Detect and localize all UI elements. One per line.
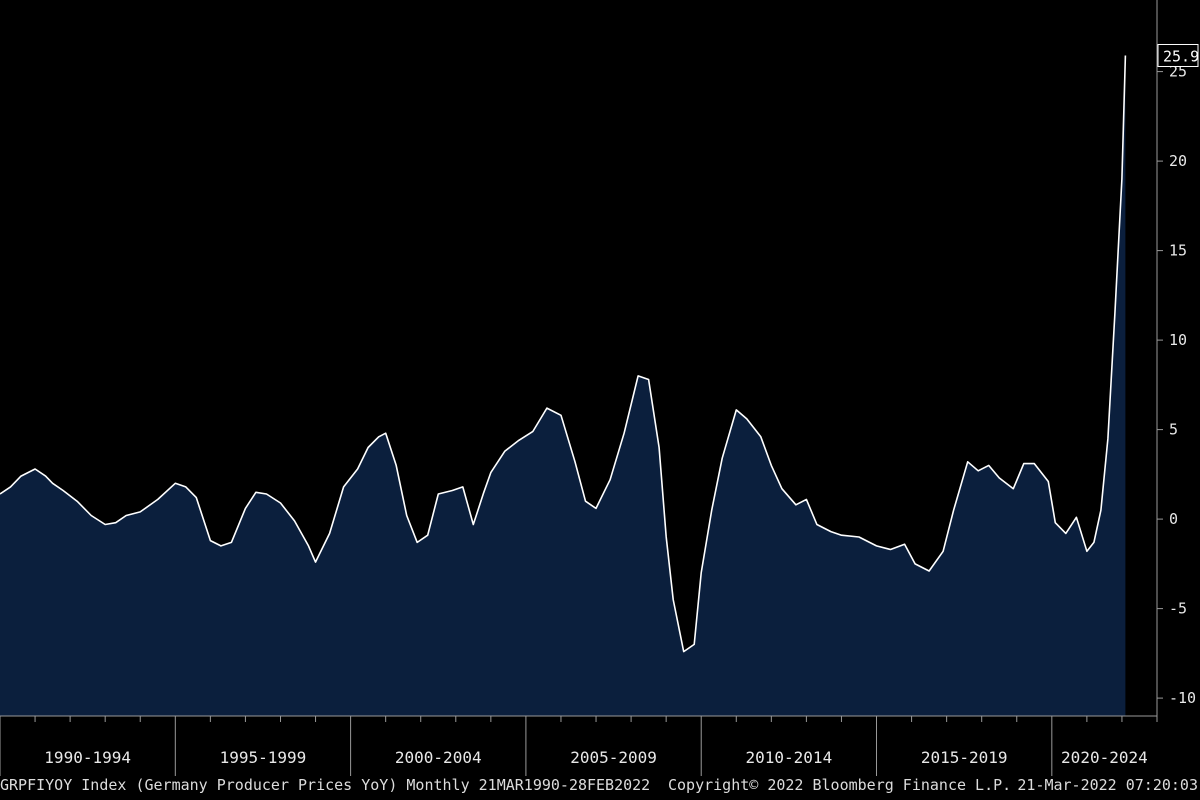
timestamp-text: 21-Mar-2022 07:20:03 — [1017, 776, 1198, 794]
last-value-box — [1157, 43, 1199, 67]
x-period-label: 2010-2014 — [746, 748, 833, 767]
y-tick-label: 5 — [1169, 421, 1178, 439]
y-tick-label: 20 — [1169, 152, 1187, 170]
x-period-label: 2000-2004 — [395, 748, 482, 767]
series-line — [0, 55, 1127, 653]
axes: 25 20 15 10 5 0 -5 -10 25.9 1990-1994 1995-1999 200… — [0, 0, 1199, 776]
x-period-label: 2015-2019 — [921, 748, 1008, 767]
x-period-label: 1995-1999 — [220, 748, 307, 767]
x-period-label: 1990-1994 — [44, 748, 131, 767]
series-area — [0, 55, 1126, 716]
y-tick-label: -10 — [1169, 689, 1196, 707]
last-value-label: 25.9 — [1163, 47, 1199, 65]
x-period-label: 2020-2024 — [1061, 748, 1148, 767]
y-tick-label: -5 — [1169, 600, 1187, 618]
y-tick-label: 15 — [1169, 242, 1187, 260]
y-tick-label: 10 — [1169, 331, 1187, 349]
x-period-label: 2005-2009 — [570, 748, 657, 767]
copyright-text: Copyright© 2022 Bloomberg Finance L.P. — [668, 776, 1012, 794]
y-tick-label: 25 — [1169, 63, 1187, 81]
y-tick-label: 0 — [1169, 510, 1178, 528]
series-info-text: GRPFIYOY Index (Germany Producer Prices … — [0, 776, 651, 794]
plot-area — [0, 55, 1127, 716]
